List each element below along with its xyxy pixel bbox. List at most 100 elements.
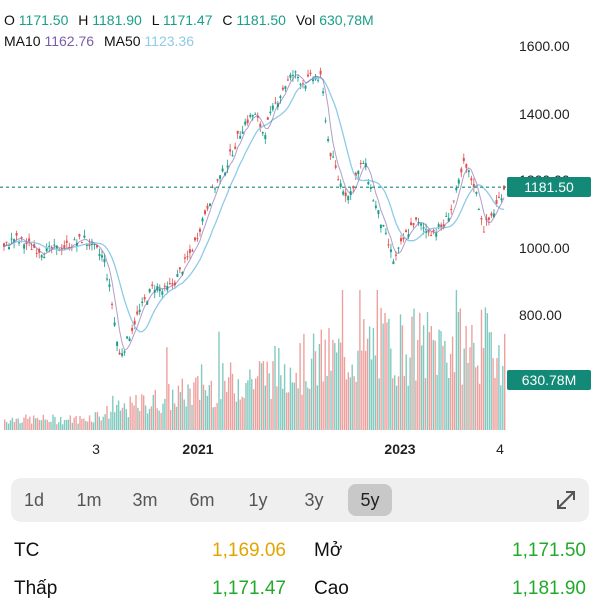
volume-bar: [131, 402, 133, 430]
volume-bar: [79, 415, 81, 430]
candle-body: [103, 259, 106, 263]
candle-body: [236, 130, 239, 134]
volume-bar: [253, 389, 255, 430]
candle-body: [317, 79, 320, 81]
volume-bar: [92, 422, 95, 430]
volume-bar: [361, 350, 363, 430]
candle-body: [73, 239, 76, 241]
volume-bar: [229, 362, 232, 430]
volume-bar: [133, 405, 135, 430]
volume-bar: [343, 357, 346, 430]
volume-bar: [289, 367, 292, 430]
volume-bar: [199, 399, 201, 430]
volume-bar: [282, 388, 284, 430]
ohlc-legend: O 1171.50 H 1181.90 L 1171.47 C 1181.50 …: [4, 12, 380, 28]
candle-body: [432, 230, 435, 232]
expand-icon[interactable]: [552, 486, 580, 514]
volume-bar: [19, 423, 21, 430]
candle-body: [55, 245, 58, 250]
candle-body: [271, 105, 274, 110]
time-tick-label: 3: [92, 441, 100, 457]
candle-body: [20, 237, 23, 238]
volume-bar: [475, 367, 477, 430]
volume-bar: [301, 394, 303, 430]
ma-legend: MA10 1162.76 MA50 1123.36: [4, 33, 194, 49]
current-volume-label: 630.78M: [507, 370, 591, 390]
volume-bar: [77, 423, 79, 430]
volume-bar: [13, 422, 16, 430]
volume-key: Vol: [295, 12, 316, 28]
candle-body: [126, 336, 129, 339]
volume-bar: [285, 392, 288, 430]
volume-bar: [112, 395, 114, 430]
volume-bar: [504, 333, 506, 430]
volume-bar: [270, 398, 272, 430]
stat-label: Cao: [314, 578, 349, 599]
volume-bar: [210, 380, 212, 430]
volume-bar: [125, 409, 127, 430]
volume-bar: [146, 413, 149, 430]
range-3m-button[interactable]: 3m: [132, 490, 158, 510]
candle-body: [121, 353, 124, 356]
candle-body: [319, 70, 322, 75]
chart-canvas[interactable]: [0, 0, 600, 470]
volume-bar: [496, 358, 498, 430]
volume-bar: [291, 382, 293, 430]
close-key: C: [222, 12, 233, 28]
volume-bar: [394, 375, 396, 430]
candle-body: [239, 135, 242, 139]
stat-label: Mở: [314, 540, 343, 561]
stat-label: Thấp: [14, 578, 58, 599]
volume-bar: [193, 382, 195, 430]
volume-bar: [67, 419, 70, 430]
volume-bar: [4, 419, 6, 430]
volume-bar: [177, 385, 180, 430]
range-3y-button[interactable]: 3y: [304, 490, 324, 510]
candle-body: [251, 114, 254, 117]
low-value: 1171.47: [162, 12, 213, 28]
candle-body: [332, 156, 335, 158]
candle-body: [226, 165, 229, 168]
volume-bar: [307, 387, 309, 430]
volume-bar: [467, 362, 469, 430]
high-value: 1181.90: [92, 12, 142, 28]
candle-body: [309, 72, 312, 74]
price-chart[interactable]: O 1171.50 H 1181.90 L 1171.47 C 1181.50 …: [0, 0, 600, 470]
range-1y-button[interactable]: 1y: [248, 490, 268, 510]
candle-body: [214, 188, 217, 190]
volume-bar: [413, 308, 415, 430]
volume-bar: [392, 378, 394, 430]
range-1d-button[interactable]: 1d: [23, 490, 45, 510]
volume-bar: [121, 407, 124, 430]
range-6m-button[interactable]: 6m: [189, 490, 215, 510]
candle-body: [392, 261, 395, 264]
volume-bar: [96, 412, 99, 430]
volume-bar: [129, 396, 131, 430]
volume-bar: [73, 417, 75, 430]
volume-bar: [436, 374, 438, 430]
volume-bar: [349, 377, 351, 430]
candle-body: [347, 196, 350, 201]
candle-body: [173, 282, 176, 286]
volume-bar: [208, 385, 210, 430]
volume-bar: [222, 363, 224, 430]
candle-body: [467, 170, 470, 173]
candle-body: [221, 168, 224, 172]
candle-body: [405, 230, 407, 233]
candle-body: [128, 338, 131, 341]
candle-body: [231, 155, 234, 157]
volume-bar: [469, 347, 471, 430]
volume-bar: [384, 312, 386, 430]
volume-bar: [403, 376, 405, 430]
volume-bar: [372, 328, 375, 430]
volume-bar: [247, 380, 249, 430]
volume-bar: [156, 408, 158, 430]
range-5y-button[interactable]: 5y: [348, 484, 392, 516]
stat-value: 1,169.06: [212, 540, 286, 561]
candle-body: [15, 233, 18, 236]
candle-body: [470, 178, 473, 181]
range-1m-button[interactable]: 1m: [76, 490, 102, 510]
price-tick-label: 1000.00: [519, 240, 570, 256]
candle-body: [65, 240, 68, 243]
volume-bar: [473, 342, 475, 430]
